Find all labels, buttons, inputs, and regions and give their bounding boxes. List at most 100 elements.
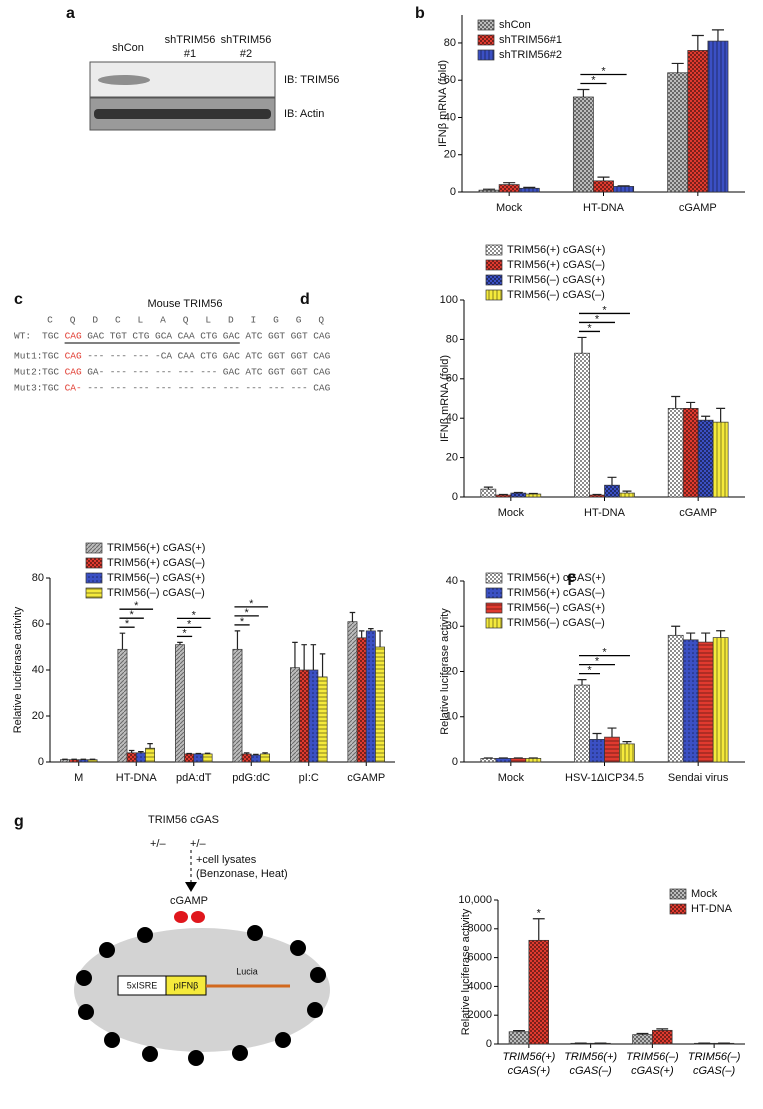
legend-swatch [485, 572, 503, 584]
error-bar [577, 88, 590, 97]
cgamp-dot [191, 911, 205, 923]
bar [510, 758, 527, 763]
error-bar [528, 492, 538, 495]
legend-swatch [85, 557, 103, 569]
lane-label: shCon [112, 42, 144, 54]
bar [525, 758, 542, 763]
amino-acid: L [205, 315, 211, 326]
error-bar [498, 493, 508, 496]
error-bar [513, 491, 523, 494]
bar [613, 186, 635, 193]
bar [682, 408, 699, 498]
codon: CAA [178, 331, 195, 342]
bar [184, 753, 195, 763]
codon: GAC [87, 331, 104, 342]
y-tick-label: 40 [446, 575, 458, 587]
promoter-label: 5xISRE [127, 980, 158, 990]
codon: CTG [200, 351, 217, 362]
sequence-label: WT: [14, 331, 31, 342]
codon: CTG [200, 331, 217, 342]
bar [697, 641, 714, 763]
error-bar [177, 641, 183, 645]
codon: --- [110, 383, 127, 394]
bar [682, 639, 699, 763]
bar [299, 669, 310, 763]
bar [241, 753, 252, 763]
x-tick-label: M [74, 772, 83, 784]
bar [712, 637, 729, 763]
bar [712, 421, 729, 498]
legend-swatch [485, 289, 503, 301]
codon: CAG [65, 367, 82, 378]
blot-row-label: IB: Actin [284, 108, 324, 120]
bar [697, 419, 714, 498]
x-tick-label: pdA:dT [176, 772, 212, 784]
y-tick-label: 20 [32, 710, 44, 722]
x-tick-label: cGAMP [679, 507, 717, 519]
diagram-text: (Benzonase, Heat) [196, 868, 288, 880]
bar [667, 634, 684, 763]
codon: --- [268, 383, 285, 394]
lane-label: shTRIM56 [221, 34, 272, 46]
y-tick-label: 20 [446, 665, 458, 677]
y-tick-label: 0 [452, 756, 458, 768]
y-tick-label: 4000 [468, 980, 492, 992]
x-tick-label: TRIM56(+) cGAS(+) [502, 1051, 556, 1077]
error-bar [686, 632, 696, 640]
y-tick-label: 60 [444, 74, 456, 86]
blot-band [94, 109, 271, 119]
panel-letter: a [66, 5, 75, 22]
error-bar [671, 62, 684, 73]
significance-label: * [602, 647, 607, 659]
y-axis-label: IFNβ mRNA (fold) [439, 355, 451, 442]
legend-label: shTRIM56#1 [499, 34, 562, 46]
arrow-head [185, 882, 197, 892]
bar [589, 739, 605, 763]
codon: CAG [313, 331, 330, 342]
codon: CAG [65, 331, 82, 342]
legend-swatch [485, 244, 503, 256]
error-bar [292, 641, 298, 668]
x-tick-label: TRIM56(–) cGAS(+) [626, 1051, 679, 1077]
y-tick-label: 0 [486, 1038, 492, 1050]
legend-label: TRIM56(–) cGAS(–) [507, 617, 605, 629]
legend-label: TRIM56(–) cGAS(+) [107, 572, 205, 584]
bar [250, 754, 261, 763]
bar [619, 743, 635, 763]
codon: GAC [223, 331, 240, 342]
codon: CAG [313, 367, 330, 378]
error-bar [617, 185, 630, 187]
amino-acid: A [160, 315, 166, 326]
legend-swatch [85, 542, 103, 554]
legend-swatch [485, 587, 503, 599]
codon: --- [110, 367, 127, 378]
x-tick-label: TRIM56(+) cGAS(–) [564, 1051, 618, 1077]
x-tick-label: HT-DNA [583, 202, 625, 214]
codon: GAC [223, 367, 240, 378]
y-tick-label: 40 [32, 664, 44, 676]
bar [667, 72, 689, 193]
error-bar [243, 752, 250, 754]
error-bar [671, 625, 681, 636]
codon: --- [87, 383, 104, 394]
bar [589, 494, 605, 498]
bar [619, 492, 635, 498]
bar [202, 753, 213, 763]
significance-label: * [182, 627, 187, 639]
x-tick-label: Mock [498, 772, 525, 784]
error-bar [711, 29, 724, 42]
x-tick-label: cGAMP [679, 202, 717, 214]
y-tick-label: 20 [444, 149, 456, 161]
amino-acid: G [296, 315, 302, 326]
legend-swatch [485, 602, 503, 614]
y-tick-label: 8000 [468, 923, 492, 935]
bar [317, 676, 328, 763]
error-bar [253, 753, 259, 756]
significance-label: * [245, 607, 250, 619]
legend-label: TRIM56(+) cGAS(+) [507, 572, 605, 584]
amino-acid: Q [318, 315, 324, 326]
codon: GGT [291, 331, 308, 342]
bar [707, 40, 729, 193]
bar [687, 50, 709, 193]
